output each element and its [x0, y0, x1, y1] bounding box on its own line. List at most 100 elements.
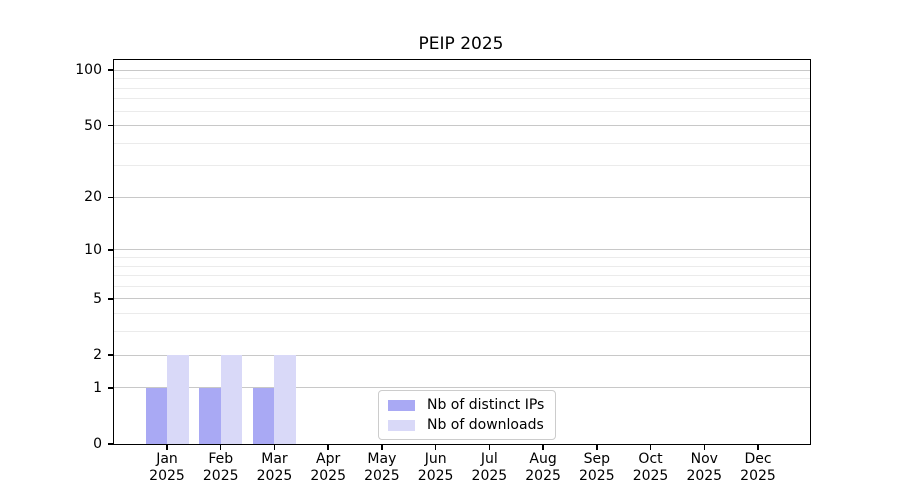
- y-tick-label-0: 0: [93, 436, 102, 452]
- y-tick-label-10: 10: [84, 241, 102, 258]
- gridline-major-1: [114, 387, 810, 389]
- x-tick-label-may: May 2025: [347, 451, 417, 485]
- y-tick-mark-1: [108, 387, 114, 389]
- x-tick-mark-feb: [219, 445, 222, 450]
- legend-label-distinct-ips: Nb of distinct IPs: [427, 396, 545, 413]
- y-tick-mark-0: [108, 443, 114, 445]
- gridline-major-10: [114, 249, 810, 251]
- x-tick-mark-jun: [434, 445, 437, 450]
- legend-swatch-downloads: [388, 419, 415, 431]
- gridline-major-100: [114, 69, 810, 71]
- plot-area: Nb of distinct IPs Nb of downloads: [113, 59, 811, 445]
- x-tick-label-oct: Oct 2025: [616, 451, 686, 485]
- x-tick-label-jan: Jan 2025: [132, 451, 202, 485]
- gridline-minor-40: [114, 142, 810, 144]
- x-tick-label-year-sep: 2025: [578, 468, 615, 484]
- x-tick-label-aug: Aug 2025: [508, 451, 578, 485]
- bar-nb-of-distinct-ips-jan: [145, 387, 167, 444]
- x-tick-mark-apr: [327, 445, 329, 450]
- gridline-minor-4: [114, 313, 810, 315]
- x-tick-label-month-may: May: [367, 451, 397, 467]
- x-tick-label-month-aug: Aug: [529, 451, 557, 467]
- x-tick-label-year-aug: 2025: [525, 468, 561, 484]
- legend-swatch-distinct-ips: [388, 399, 415, 411]
- x-tick-label-year-jun: 2025: [417, 468, 454, 484]
- gridline-minor-30: [114, 165, 810, 167]
- bar-nb-of-downloads-jan: [167, 355, 189, 444]
- x-tick-label-month-mar: Mar: [261, 451, 288, 467]
- x-tick-mark-nov: [703, 445, 706, 450]
- x-tick-label-year-may: 2025: [364, 468, 400, 484]
- gridline-minor-90: [114, 78, 810, 80]
- y-tick-mark-10: [108, 249, 114, 251]
- gridline-minor-60: [114, 110, 810, 112]
- x-tick-label-month-apr: Apr: [316, 451, 341, 467]
- y-tick-label-1: 1: [93, 379, 102, 396]
- gridline-minor-3: [114, 331, 810, 333]
- x-tick-label-nov: Nov 2025: [669, 451, 739, 485]
- x-tick-label-feb: Feb 2025: [186, 451, 256, 485]
- x-tick-label-year-nov: 2025: [686, 468, 723, 484]
- x-tick-label-year-feb: 2025: [202, 468, 239, 484]
- gridline-minor-70: [114, 98, 810, 100]
- bar-nb-of-distinct-ips-feb: [199, 387, 221, 444]
- gridline-major-5: [114, 298, 810, 300]
- bar-nb-of-downloads-feb: [220, 355, 243, 444]
- x-tick-label-month-nov: Nov: [690, 451, 718, 467]
- x-tick-label-sep: Sep 2025: [562, 451, 632, 485]
- gridline-minor-9: [114, 256, 810, 258]
- gridlines-layer: [114, 60, 810, 444]
- gridline-minor-8: [114, 265, 810, 267]
- chart-title: PEIP 2025: [418, 34, 504, 54]
- bars-layer: [114, 60, 810, 444]
- x-tick-label-jun: Jun 2025: [401, 451, 471, 485]
- x-tick-label-month-dec: Dec: [744, 451, 772, 467]
- bar-nb-of-downloads-mar: [274, 355, 296, 444]
- x-tick-mark-mar: [273, 445, 276, 450]
- x-tick-mark-sep: [596, 445, 598, 450]
- legend-item-distinct-ips: Nb of distinct IPs: [388, 396, 544, 414]
- x-tick-label-mar: Mar 2025: [239, 451, 309, 485]
- x-tick-label-apr: Apr 2025: [293, 451, 363, 485]
- legend-item-downloads: Nb of downloads: [388, 416, 544, 434]
- y-tick-mark-2: [108, 354, 114, 356]
- x-tick-label-month-feb: Feb: [208, 451, 234, 467]
- legend: Nb of distinct IPs Nb of downloads: [378, 390, 557, 440]
- y-tick-label-5: 5: [93, 290, 102, 307]
- bar-nb-of-distinct-ips-mar: [252, 387, 275, 444]
- y-tick-mark-50: [108, 124, 114, 127]
- y-tick-label-2: 2: [93, 347, 102, 363]
- gridline-major-2: [114, 354, 810, 356]
- x-tick-label-month-jul: Jul: [480, 451, 498, 467]
- x-tick-label-year-dec: 2025: [740, 468, 776, 484]
- x-tick-label-jul: Jul 2025: [454, 451, 524, 485]
- x-tick-label-year-apr: 2025: [310, 468, 346, 484]
- x-tick-label-year-jan: 2025: [149, 468, 185, 484]
- x-tick-label-month-jun: Jun: [424, 451, 447, 467]
- gridline-minor-6: [114, 285, 810, 287]
- x-tick-label-year-oct: 2025: [632, 468, 669, 484]
- y-tick-label-20: 20: [84, 189, 102, 206]
- x-tick-mark-aug: [542, 445, 544, 450]
- x-tick-mark-jan: [166, 445, 168, 450]
- x-tick-label-year-jul: 2025: [471, 468, 508, 484]
- y-tick-mark-100: [108, 69, 114, 71]
- y-tick-mark-5: [108, 298, 114, 300]
- gridline-major-50: [114, 125, 810, 126]
- x-tick-mark-jul: [488, 445, 491, 450]
- x-tick-label-year-mar: 2025: [256, 468, 293, 484]
- gridline-minor-7: [114, 275, 810, 277]
- gridline-minor-80: [114, 87, 810, 89]
- y-tick-label-100: 100: [75, 62, 102, 79]
- x-tick-label-dec: Dec 2025: [723, 451, 793, 485]
- y-tick-mark-20: [108, 196, 114, 199]
- gridline-major-20: [114, 196, 810, 198]
- legend-label-downloads: Nb of downloads: [427, 416, 544, 433]
- x-tick-mark-oct: [649, 445, 652, 450]
- x-tick-label-month-sep: Sep: [583, 451, 610, 467]
- y-tick-label-50: 50: [84, 117, 102, 134]
- x-tick-mark-may: [381, 445, 383, 450]
